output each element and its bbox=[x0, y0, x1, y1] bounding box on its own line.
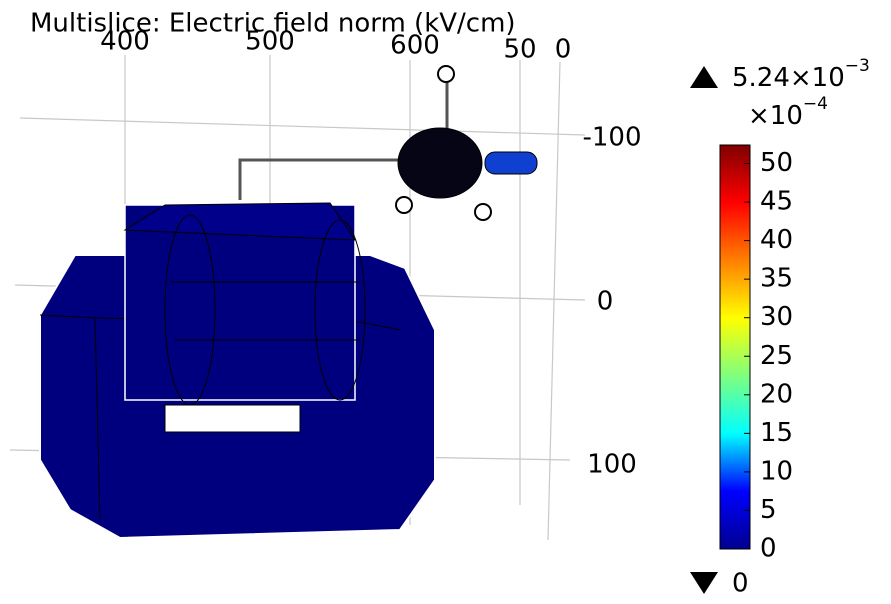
flange bbox=[438, 66, 454, 82]
colorbar-tick-label: 25 bbox=[760, 341, 793, 371]
pipe bbox=[240, 160, 400, 200]
colorbar-tick-label: 30 bbox=[760, 302, 793, 332]
colorbar-tick-label: 15 bbox=[760, 418, 793, 448]
colorbar-tick-label: 20 bbox=[760, 379, 793, 409]
z-tick-label: 100 bbox=[587, 450, 637, 480]
colorbar-max: 5.24×10−3 bbox=[732, 56, 870, 93]
z-tick-label: 0 bbox=[597, 287, 614, 317]
chart: Multislice: Electric field norm (kV/cm) … bbox=[0, 0, 891, 604]
tube bbox=[485, 152, 537, 174]
flange bbox=[475, 204, 491, 220]
colorbar-tick-label: 50 bbox=[760, 148, 793, 178]
x-tick-label: 500 bbox=[245, 27, 295, 57]
flange bbox=[396, 197, 412, 213]
chamber bbox=[398, 128, 482, 198]
colorbar-tick-label: 40 bbox=[760, 225, 793, 255]
colorbar-tick-label: 45 bbox=[760, 187, 793, 217]
grid-line bbox=[20, 118, 585, 135]
x-tick-label: 600 bbox=[390, 31, 440, 61]
colorbar-tick-label: 35 bbox=[760, 264, 793, 294]
colorbar bbox=[720, 145, 750, 549]
gap bbox=[165, 405, 300, 432]
max-marker bbox=[690, 66, 718, 88]
colorbar-tick-label: 10 bbox=[760, 456, 793, 486]
colorbar-tick-label: 0 bbox=[760, 534, 777, 564]
colorbar-tick-label: 5 bbox=[760, 495, 777, 525]
y-tick-label: 0 bbox=[555, 35, 572, 65]
geometry bbox=[40, 66, 537, 538]
z-tick-label: -100 bbox=[582, 123, 641, 153]
colorbar-multiplier: ×10−4 bbox=[748, 94, 828, 131]
y-tick-label: 50 bbox=[503, 35, 536, 65]
colorbar-min: 0 bbox=[732, 569, 749, 599]
x-tick-label: 400 bbox=[100, 27, 150, 57]
min-marker bbox=[690, 572, 718, 594]
